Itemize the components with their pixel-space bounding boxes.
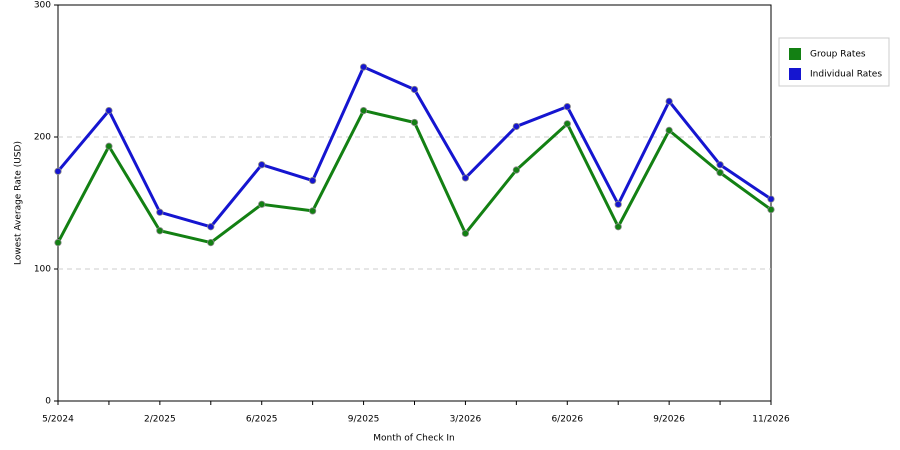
data-point: [156, 227, 164, 235]
data-point: [410, 85, 419, 94]
data-point: [359, 63, 368, 71]
data-point: [614, 200, 622, 208]
data-point: [156, 208, 164, 216]
data-point: [258, 161, 266, 169]
x-tick-label: 2/2025: [144, 415, 176, 425]
data-point: [258, 200, 266, 208]
x-tick-label: 9/2026: [653, 415, 685, 425]
data-point: [54, 239, 62, 247]
x-tick-label: 6/2025: [246, 415, 278, 425]
data-point: [716, 161, 724, 169]
data-point: [716, 169, 724, 177]
data-point: [207, 223, 215, 231]
data-point: [359, 107, 368, 115]
legend-label: Group Rates: [810, 50, 866, 60]
x-axis-label: Month of Check In: [373, 434, 455, 444]
plot-area: [57, 4, 772, 402]
y-axis-label: Lowest Average Rate (USD): [14, 141, 24, 265]
x-tick-label: 6/2026: [551, 415, 583, 425]
data-point: [54, 167, 62, 175]
x-tick-label: 11/2026: [752, 415, 790, 425]
legend-swatch: [789, 68, 801, 80]
data-point: [207, 239, 215, 247]
legend-swatch: [789, 48, 801, 60]
data-point: [767, 195, 775, 203]
data-point: [105, 142, 113, 150]
data-point: [665, 97, 673, 105]
y-tick-label: 100: [34, 265, 51, 275]
y-tick-label: 0: [45, 397, 51, 407]
data-point: [665, 126, 673, 134]
data-point: [512, 122, 520, 131]
y-tick-label: 300: [34, 1, 51, 11]
data-point: [461, 229, 470, 237]
data-point: [767, 206, 775, 214]
data-point: [309, 176, 317, 185]
data-point: [410, 118, 419, 127]
x-tick-label: 3/2026: [450, 415, 482, 425]
legend-label: Individual Rates: [810, 70, 882, 80]
x-tick-label: 5/2024: [42, 415, 74, 425]
x-tick-label: 9/2025: [348, 415, 380, 425]
data-point: [105, 107, 113, 115]
data-point: [512, 166, 520, 174]
data-point: [614, 223, 622, 231]
data-point: [461, 174, 470, 182]
y-tick-label: 200: [34, 133, 51, 143]
data-point: [563, 120, 571, 128]
data-point: [563, 103, 571, 111]
data-point: [309, 207, 317, 215]
